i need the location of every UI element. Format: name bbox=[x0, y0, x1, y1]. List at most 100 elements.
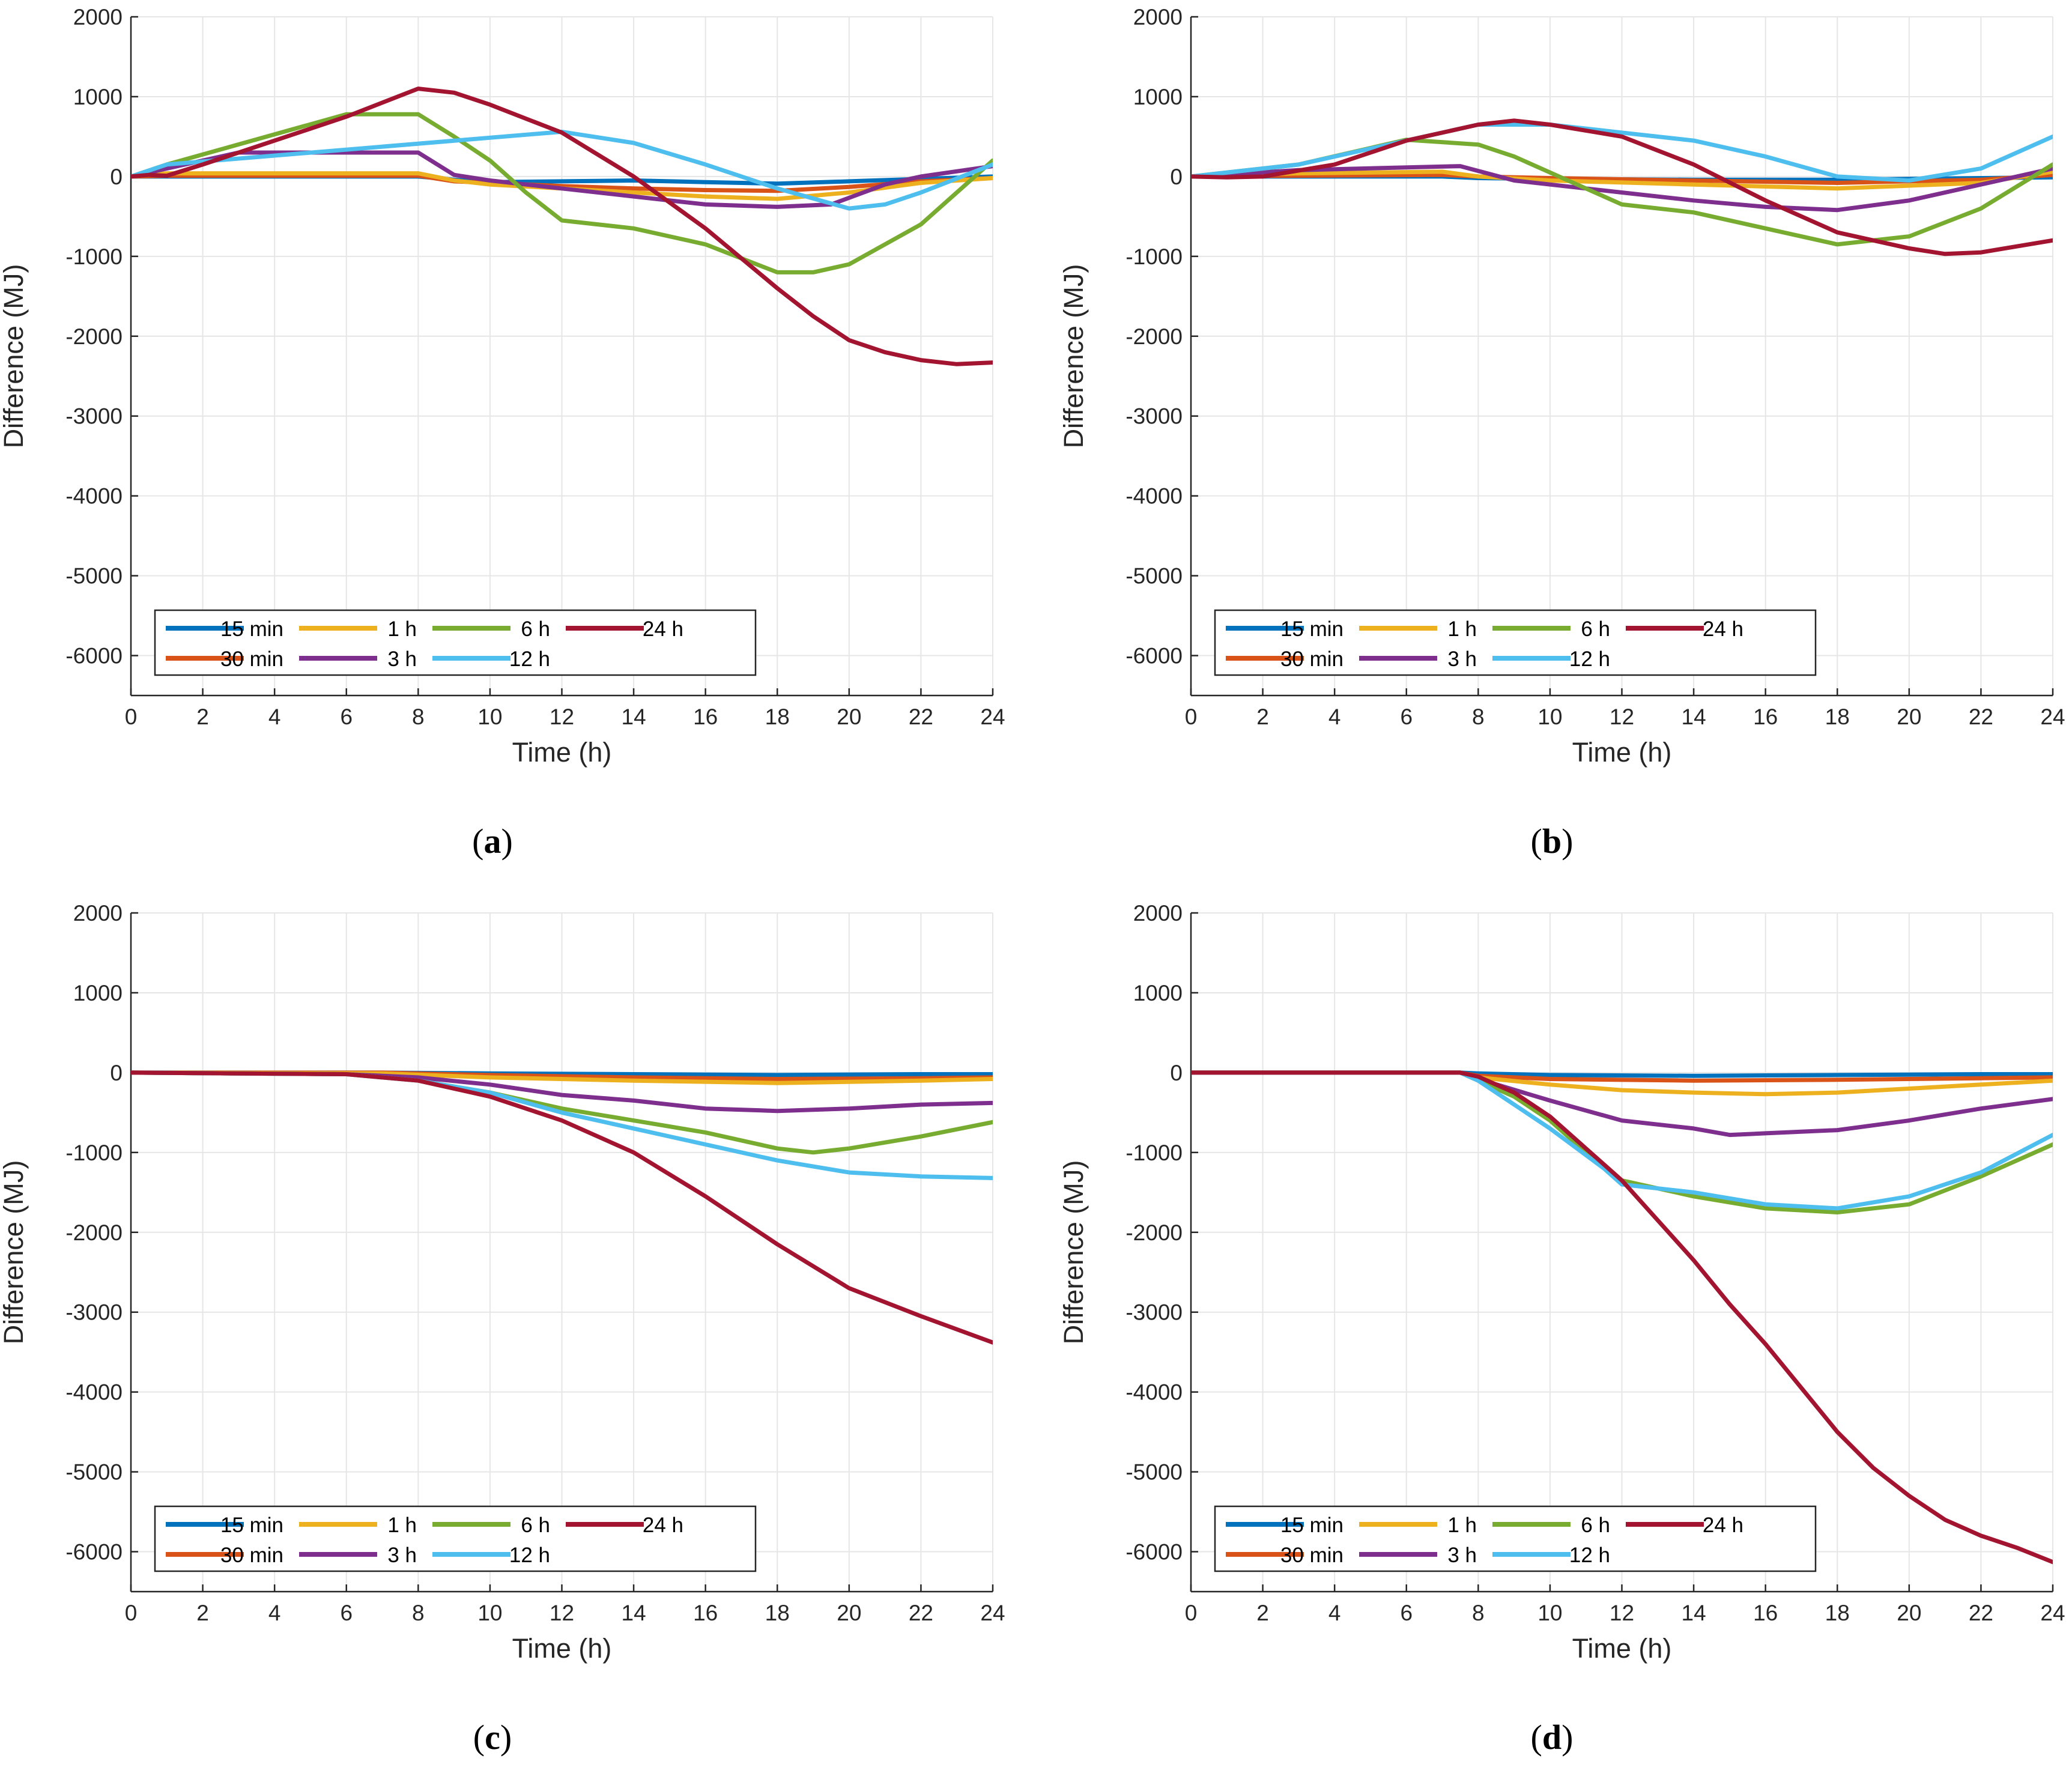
legend-label: 1 h bbox=[387, 617, 417, 641]
series-line-24-h bbox=[131, 1070, 993, 1345]
legend-box bbox=[1214, 609, 1817, 676]
x-tick-label: 12 bbox=[550, 1601, 574, 1625]
legend-label: 6 h bbox=[521, 1514, 550, 1537]
x-tick-label: 0 bbox=[1185, 705, 1198, 729]
series-line-30-min bbox=[1191, 172, 2053, 185]
x-tick-label: 24 bbox=[2040, 1601, 2065, 1625]
legend: 15 min 1 h 6 h 24 h 30 min 3 h 12 h bbox=[154, 1505, 757, 1572]
series-line-24-h bbox=[131, 86, 993, 366]
x-tick-label: 8 bbox=[412, 1601, 425, 1625]
y-tick-label: -3000 bbox=[1125, 1300, 1183, 1325]
y-tick-label: -1000 bbox=[1125, 244, 1183, 269]
legend-label: 30 min bbox=[220, 647, 283, 671]
x-tick-label: 8 bbox=[412, 705, 425, 729]
y-axis-label: Difference (MJ) bbox=[0, 1160, 29, 1345]
y-tick-label: -1000 bbox=[65, 1141, 123, 1165]
x-tick-label: 22 bbox=[909, 705, 933, 729]
y-axis-label: Difference (MJ) bbox=[1058, 264, 1089, 449]
legend-label: 6 h bbox=[1581, 1514, 1610, 1537]
legend: 15 min 1 h 6 h 24 h 30 min 3 h 12 h bbox=[1214, 609, 1817, 676]
series-group bbox=[131, 86, 993, 366]
series-line-12-h bbox=[1191, 1070, 2053, 1211]
series-line-3-h bbox=[131, 1070, 993, 1114]
y-tick-label: 2000 bbox=[73, 901, 123, 926]
y-tick-label: 0 bbox=[1170, 165, 1183, 189]
x-tick-label: 0 bbox=[125, 1601, 138, 1625]
series-line-1-h bbox=[1191, 169, 2053, 191]
y-tick-label: -2000 bbox=[65, 1220, 123, 1245]
series-group bbox=[1191, 118, 2053, 256]
y-tick-label: -4000 bbox=[65, 1380, 123, 1405]
legend-label: 30 min bbox=[220, 1544, 283, 1567]
y-tick-label: 1000 bbox=[73, 981, 123, 1005]
x-axis-label: Time (h) bbox=[1572, 1633, 1672, 1664]
x-tick-label: 2 bbox=[1256, 705, 1269, 729]
legend-label: 30 min bbox=[1280, 647, 1343, 671]
panel-b: 0 2 4 6 8 10 12 14 16 18 20 22 24200010000-1000-2000… bbox=[1058, 5, 2065, 861]
x-tick-label: 24 bbox=[980, 705, 1005, 729]
x-tick-label: 8 bbox=[1472, 1601, 1485, 1625]
x-tick-label: 10 bbox=[1537, 705, 1562, 729]
x-tick-label: 8 bbox=[1472, 705, 1485, 729]
y-tick-label: 1000 bbox=[1133, 85, 1183, 109]
x-tick-label: 12 bbox=[1610, 1601, 1634, 1625]
x-tick-label: 2 bbox=[196, 705, 209, 729]
x-tick-label: 22 bbox=[1969, 705, 1993, 729]
legend-label: 15 min bbox=[1280, 617, 1343, 641]
y-tick-label: -5000 bbox=[65, 1460, 123, 1485]
x-tick-label: 6 bbox=[340, 1601, 353, 1625]
x-tick-label: 18 bbox=[1825, 1601, 1850, 1625]
y-tick-label: -1000 bbox=[65, 244, 123, 269]
x-tick-label: 4 bbox=[1328, 705, 1341, 729]
x-tick-label: 16 bbox=[1753, 1601, 1778, 1625]
x-tick-label: 18 bbox=[1825, 705, 1850, 729]
x-tick-label: 10 bbox=[477, 705, 502, 729]
legend-label: 6 h bbox=[521, 617, 550, 641]
y-tick-label: -6000 bbox=[1125, 644, 1183, 668]
panel-caption: (d) bbox=[1531, 1718, 1574, 1757]
series-line-1-h bbox=[131, 1070, 993, 1085]
legend-label: 3 h bbox=[1447, 647, 1477, 671]
x-tick-label: 18 bbox=[765, 705, 790, 729]
x-tick-label: 24 bbox=[2040, 705, 2065, 729]
y-tick-label: -2000 bbox=[1125, 1220, 1183, 1245]
y-tick-label: -4000 bbox=[1125, 484, 1183, 509]
panel-caption: (c) bbox=[473, 1718, 512, 1757]
x-tick-label: 22 bbox=[909, 1601, 933, 1625]
legend-label: 12 h bbox=[1569, 647, 1610, 671]
legend-label: 30 min bbox=[1280, 1544, 1343, 1567]
x-tick-label: 16 bbox=[1753, 705, 1778, 729]
y-tick-label: -5000 bbox=[1125, 564, 1183, 589]
x-tick-label: 10 bbox=[477, 1601, 502, 1625]
legend-label: 3 h bbox=[387, 1544, 417, 1567]
panel-caption: (a) bbox=[472, 822, 513, 861]
x-tick-label: 14 bbox=[1682, 705, 1706, 729]
legend-box bbox=[1214, 1505, 1817, 1572]
x-tick-label: 20 bbox=[837, 1601, 861, 1625]
legend-label: 15 min bbox=[1280, 1514, 1343, 1537]
x-tick-label: 10 bbox=[1537, 1601, 1562, 1625]
y-tick-label: -6000 bbox=[1125, 1540, 1183, 1565]
y-tick-label: -4000 bbox=[65, 484, 123, 509]
legend-label: 1 h bbox=[1447, 617, 1477, 641]
legend-label: 24 h bbox=[643, 1514, 683, 1537]
legend-label: 3 h bbox=[387, 647, 417, 671]
x-tick-label: 4 bbox=[268, 705, 281, 729]
y-tick-label: -3000 bbox=[1125, 404, 1183, 429]
y-tick-label: 0 bbox=[110, 1061, 123, 1085]
x-tick-label: 4 bbox=[1328, 1601, 1341, 1625]
y-tick-label: 0 bbox=[110, 165, 123, 189]
x-tick-label: 4 bbox=[268, 1601, 281, 1625]
legend-label: 1 h bbox=[1447, 1514, 1477, 1537]
legend-label: 24 h bbox=[643, 617, 683, 641]
legend-label: 12 h bbox=[509, 647, 550, 671]
x-tick-label: 6 bbox=[1400, 1601, 1413, 1625]
panel-a: 0 2 4 6 8 10 12 14 16 18 20 22 24200010000-1000-2000… bbox=[0, 5, 1005, 861]
x-axis-label: Time (h) bbox=[512, 737, 612, 768]
series-group bbox=[131, 1070, 993, 1345]
panel-c: 0 2 4 6 8 10 12 14 16 18 20 22 24200010000-1000-2000… bbox=[0, 901, 1005, 1757]
y-tick-label: -1000 bbox=[1125, 1141, 1183, 1165]
x-tick-label: 6 bbox=[340, 705, 353, 729]
grid bbox=[130, 16, 993, 696]
y-axis-label: Difference (MJ) bbox=[1058, 1160, 1089, 1345]
